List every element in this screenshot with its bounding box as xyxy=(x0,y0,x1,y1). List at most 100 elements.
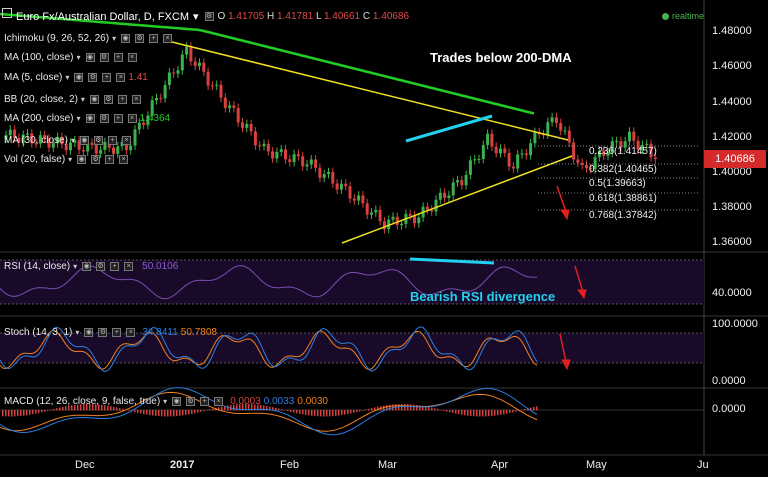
macd-hist-bar xyxy=(29,410,31,415)
macd-hist-bar xyxy=(452,410,454,414)
macd-line xyxy=(0,387,538,436)
chevron-down-icon[interactable]: ▾ xyxy=(193,11,199,23)
close-icon[interactable]: × xyxy=(163,34,173,43)
settings-icon[interactable]: ⚙ xyxy=(103,95,113,104)
add-icon[interactable]: + xyxy=(117,95,127,104)
macd-hist-bar xyxy=(530,407,532,411)
settings-icon[interactable]: ⚙ xyxy=(98,328,108,337)
eye-icon[interactable]: ◉ xyxy=(82,262,92,271)
macd-hist-bar xyxy=(83,404,85,411)
add-icon[interactable]: + xyxy=(200,397,210,406)
macd-hist-bar xyxy=(38,410,40,413)
candle-body xyxy=(241,122,244,128)
eye-icon[interactable]: ◉ xyxy=(89,95,99,104)
price-tick: 1.44000 xyxy=(712,96,752,108)
macd-hist-bar xyxy=(404,404,406,411)
eye-icon[interactable]: ◉ xyxy=(85,53,95,62)
candle-body xyxy=(542,134,545,136)
macd-hist-bar xyxy=(53,408,55,411)
add-icon[interactable]: + xyxy=(102,73,112,82)
settings-icon[interactable]: ⚙ xyxy=(96,262,106,271)
macd-hist-bar xyxy=(206,409,208,411)
candle-body xyxy=(447,195,451,198)
indicator-ma30[interactable]: MA (30, close) ▾ ◉ ⚙ + × xyxy=(4,135,131,146)
settings-icon[interactable]: ⚙ xyxy=(99,53,109,62)
symbol-title[interactable]: Euro Fx/Australian Dollar, D, FXCM xyxy=(16,10,189,23)
indicator-vol[interactable]: Vol (20, false) ▾ ◉ ⚙ + × xyxy=(4,154,129,165)
indicator-ma100[interactable]: MA (100, close) ▾ ◉ ⚙ + × xyxy=(4,52,137,63)
candle-body xyxy=(610,141,614,153)
settings-icon[interactable]: ⚙ xyxy=(88,73,98,82)
add-icon[interactable]: + xyxy=(105,155,115,164)
rsi-legend[interactable]: RSI (14, close) ▾ ◉ ⚙ + × 50.0106 xyxy=(4,261,179,272)
close-icon[interactable]: × xyxy=(121,136,131,145)
macd-hist-bar xyxy=(203,410,205,412)
settings-icon[interactable]: ⚙ xyxy=(204,12,214,21)
time-tick: Ju xyxy=(697,459,709,471)
candle-body xyxy=(619,141,623,148)
macd-hist-bar xyxy=(188,410,190,415)
candle-body xyxy=(236,108,240,123)
settings-icon[interactable]: ⚙ xyxy=(135,34,145,43)
stoch-legend[interactable]: Stoch (14, 3, 1) ▾ ◉ ⚙ + × 34.8411 50.7808 xyxy=(4,327,217,338)
macd-hist-bar xyxy=(269,406,271,411)
eye-icon[interactable]: ◉ xyxy=(85,114,95,123)
candle-body xyxy=(456,180,459,183)
eye-icon[interactable]: ◉ xyxy=(79,136,89,145)
macd-hist-bar xyxy=(170,410,172,417)
macd-hist-bar xyxy=(41,410,43,413)
candle-body xyxy=(21,134,25,143)
macd-hist-bar xyxy=(470,410,472,416)
settings-icon[interactable]: ⚙ xyxy=(91,155,101,164)
candle-body xyxy=(391,216,395,220)
macd-hist-bar xyxy=(23,410,25,416)
close-icon[interactable]: × xyxy=(127,53,137,62)
indicator-ichimoku[interactable]: Ichimoku (9, 26, 52, 26) ▾ ◉ ⚙ + × xyxy=(4,33,173,44)
indicator-ma5[interactable]: MA (5, close) ▾ ◉ ⚙ + × 1.41 xyxy=(4,72,148,83)
macd-hist-bar xyxy=(497,410,499,416)
macd-legend[interactable]: MACD (12, 26, close, 9, false, true) ▾ ◉ ⚙ +… xyxy=(4,396,328,407)
indicator-bb[interactable]: BB (20, close, 2) ▾ ◉ ⚙ + × xyxy=(4,94,141,105)
close-icon[interactable]: × xyxy=(124,262,134,271)
macd-hist-bar xyxy=(467,410,469,416)
candle-body xyxy=(232,105,236,109)
candle-body xyxy=(180,54,184,71)
eye-icon[interactable]: ◉ xyxy=(77,155,87,164)
add-icon[interactable]: + xyxy=(112,328,122,337)
macd-hist-bar xyxy=(329,410,331,417)
settings-icon[interactable]: ⚙ xyxy=(186,397,196,406)
bearish-arrow-stoch xyxy=(559,333,571,371)
close-icon[interactable]: × xyxy=(214,397,224,406)
macd-hist-bar xyxy=(341,410,343,416)
eye-icon[interactable]: ◉ xyxy=(121,34,131,43)
indicator-ma200[interactable]: MA (200, close) ▾ ◉ ⚙ + × 1.4364 xyxy=(4,113,171,124)
upper-trendline xyxy=(171,41,569,141)
candle-body xyxy=(129,145,133,151)
candle-body xyxy=(653,157,657,159)
candle-body xyxy=(451,182,455,196)
macd-hist-bar xyxy=(173,410,175,417)
add-icon[interactable]: + xyxy=(149,34,159,43)
add-icon[interactable]: + xyxy=(110,262,120,271)
macd-hist-bar xyxy=(122,408,124,411)
candle-body xyxy=(26,133,29,135)
add-icon[interactable]: + xyxy=(113,53,123,62)
eye-icon[interactable]: ◉ xyxy=(172,397,182,406)
close-icon[interactable]: × xyxy=(131,95,141,104)
macd-hist-bar xyxy=(11,410,13,417)
candle-body xyxy=(361,195,365,204)
close-icon[interactable]: × xyxy=(127,114,137,123)
chart-menu-icon[interactable] xyxy=(2,8,12,18)
fib-label: 0.382(1.40465) xyxy=(589,164,657,175)
candle-body xyxy=(344,183,348,187)
candle-body xyxy=(322,174,326,178)
settings-icon[interactable]: ⚙ xyxy=(99,114,109,123)
eye-icon[interactable]: ◉ xyxy=(84,328,94,337)
close-icon[interactable]: × xyxy=(126,328,136,337)
close-icon[interactable]: × xyxy=(119,155,129,164)
add-icon[interactable]: + xyxy=(107,136,117,145)
eye-icon[interactable]: ◉ xyxy=(74,73,84,82)
close-icon[interactable]: × xyxy=(116,73,126,82)
settings-icon[interactable]: ⚙ xyxy=(93,136,103,145)
add-icon[interactable]: + xyxy=(113,114,123,123)
